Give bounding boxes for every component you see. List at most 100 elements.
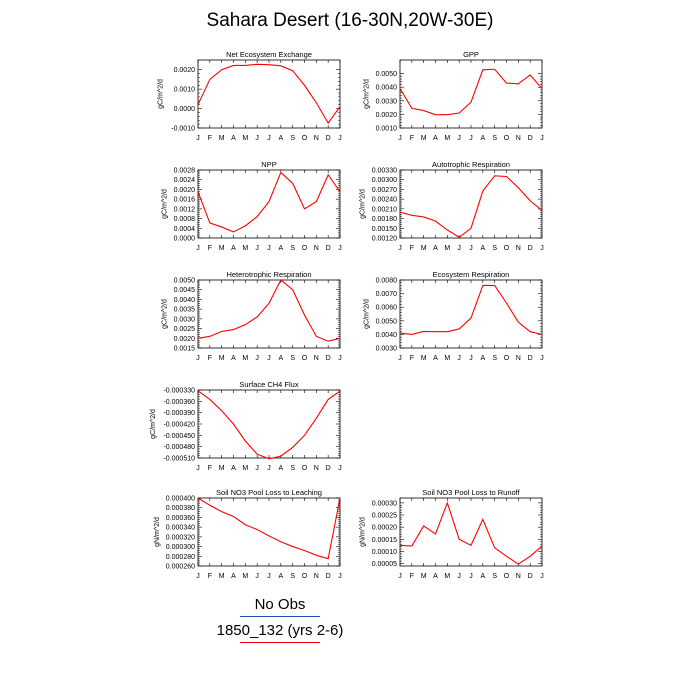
- x-tick-label: J: [457, 573, 461, 580]
- y-tick-label: 0.00010: [372, 549, 397, 556]
- x-tick-label: J: [196, 355, 200, 362]
- x-tick-label: M: [242, 245, 248, 252]
- x-tick-label: N: [314, 355, 319, 362]
- x-tick-label: M: [242, 355, 248, 362]
- legend-obs-label: No Obs: [254, 596, 306, 613]
- series-line-model: [399, 68, 543, 116]
- x-tick-label: S: [492, 355, 497, 362]
- x-tick-label: J: [196, 245, 200, 252]
- x-tick-label: J: [469, 135, 473, 142]
- y-tick-label: -0.000420: [163, 422, 195, 429]
- x-tick-label: J: [338, 465, 342, 472]
- plot-frame: [399, 279, 543, 349]
- plot-frame: [197, 59, 341, 129]
- x-tick-label: A: [480, 135, 485, 142]
- figure-title: Sahara Desert (16-30N,20W-30E): [206, 10, 494, 31]
- panel-title: NPP: [261, 160, 276, 169]
- y-tick-label: 0.0008: [174, 216, 196, 223]
- x-tick-label: N: [516, 355, 521, 362]
- x-tick-label: O: [302, 135, 308, 142]
- panel-title: Autotrophic Respiration: [432, 160, 510, 169]
- x-tick-label: D: [528, 135, 533, 142]
- series-line-model: [197, 171, 341, 233]
- y-tick-label: 0.0010: [376, 126, 398, 133]
- y-tick-label: 0.00120: [372, 236, 397, 243]
- x-tick-label: O: [302, 245, 308, 252]
- y-axis-label: gN/m^2/d: [154, 517, 161, 547]
- x-tick-label: M: [242, 573, 248, 580]
- y-tick-label: 0.0050: [376, 318, 398, 325]
- y-axis-label: gC/m^2/d: [150, 409, 157, 439]
- x-tick-label: D: [528, 355, 533, 362]
- panel-title: GPP: [463, 50, 479, 59]
- x-tick-label: O: [504, 135, 510, 142]
- x-tick-label: F: [208, 355, 212, 362]
- x-tick-label: J: [398, 573, 402, 580]
- y-tick-label: 0.00270: [372, 187, 397, 194]
- x-tick-label: S: [290, 573, 295, 580]
- y-tick-label: 0.00030: [372, 500, 397, 507]
- x-tick-label: A: [433, 245, 438, 252]
- y-tick-label: 0.000380: [166, 505, 195, 512]
- y-tick-label: 0.0010: [174, 87, 196, 94]
- y-tick-label: 0.00300: [372, 177, 397, 184]
- y-tick-label: 0.0020: [174, 187, 196, 194]
- x-tick-label: J: [540, 135, 544, 142]
- y-axis-label: gN/m^2/d: [360, 517, 367, 547]
- series-line-model: [197, 279, 341, 342]
- y-tick-label: 0.0025: [174, 326, 196, 333]
- y-tick-label: 0.00330: [372, 168, 397, 175]
- panel-8: J F M A M J J A S O N D J0.0002600.0002800.0003000.0…: [154, 488, 342, 580]
- x-tick-label: M: [421, 355, 427, 362]
- x-tick-label: O: [504, 355, 510, 362]
- y-tick-label: -0.000510: [163, 456, 195, 463]
- x-tick-label: J: [457, 135, 461, 142]
- series-line-model: [399, 501, 543, 565]
- x-tick-label: M: [242, 465, 248, 472]
- x-tick-label: J: [457, 355, 461, 362]
- y-tick-label: 0.00150: [372, 226, 397, 233]
- x-tick-label: N: [314, 573, 319, 580]
- y-tick-label: 0.0030: [376, 98, 398, 105]
- x-tick-label: S: [492, 135, 497, 142]
- panel-5: J F M A M J J A S O N D J0.00150.00200.00250.00300.0…: [162, 270, 342, 362]
- x-tick-label: S: [492, 573, 497, 580]
- series-line-model: [399, 175, 543, 239]
- y-tick-label: 0.0004: [174, 226, 196, 233]
- y-tick-label: 0.0012: [174, 206, 196, 213]
- x-tick-label: M: [219, 465, 225, 472]
- x-tick-label: M: [444, 355, 450, 362]
- y-tick-label: 0.00005: [372, 561, 397, 568]
- y-tick-label: 0.0020: [174, 67, 196, 74]
- y-tick-label: 0.0020: [376, 112, 398, 119]
- x-tick-label: J: [469, 245, 473, 252]
- x-tick-label: J: [338, 135, 342, 142]
- x-tick-label: J: [540, 573, 544, 580]
- x-tick-label: J: [255, 135, 259, 142]
- y-tick-label: 0.0016: [174, 197, 196, 204]
- panel-7: J F M A M J J A S O N D J-0.000510-0.000480-0.000450…: [150, 380, 342, 472]
- x-tick-label: D: [326, 355, 331, 362]
- x-tick-label: A: [278, 245, 283, 252]
- x-tick-label: F: [208, 573, 212, 580]
- panel-3: J F M A M J J A S O N D J0.00000.00040.00080.00120.0…: [162, 160, 342, 252]
- x-tick-label: J: [540, 355, 544, 362]
- x-tick-label: J: [469, 573, 473, 580]
- y-tick-label: 0.0020: [174, 336, 196, 343]
- x-tick-label: S: [290, 135, 295, 142]
- x-tick-label: M: [444, 245, 450, 252]
- x-tick-label: J: [255, 245, 259, 252]
- x-tick-label: A: [231, 245, 236, 252]
- x-tick-label: D: [326, 245, 331, 252]
- panel-title: Net Ecosystem Exchange: [226, 50, 312, 59]
- panel-title: Surface CH4 Flux: [239, 380, 298, 389]
- panel-6: J F M A M J J A S O N D J0.00300.00400.00500.00600.0…: [364, 270, 544, 362]
- y-axis-label: gC/m^2/d: [162, 189, 169, 219]
- y-tick-label: 0.000340: [166, 525, 195, 532]
- x-tick-label: N: [516, 573, 521, 580]
- y-tick-label: 0.00015: [372, 537, 397, 544]
- x-tick-label: A: [480, 573, 485, 580]
- y-tick-label: 0.0030: [174, 316, 196, 323]
- y-tick-label: 0.0028: [174, 168, 196, 175]
- x-tick-label: N: [314, 245, 319, 252]
